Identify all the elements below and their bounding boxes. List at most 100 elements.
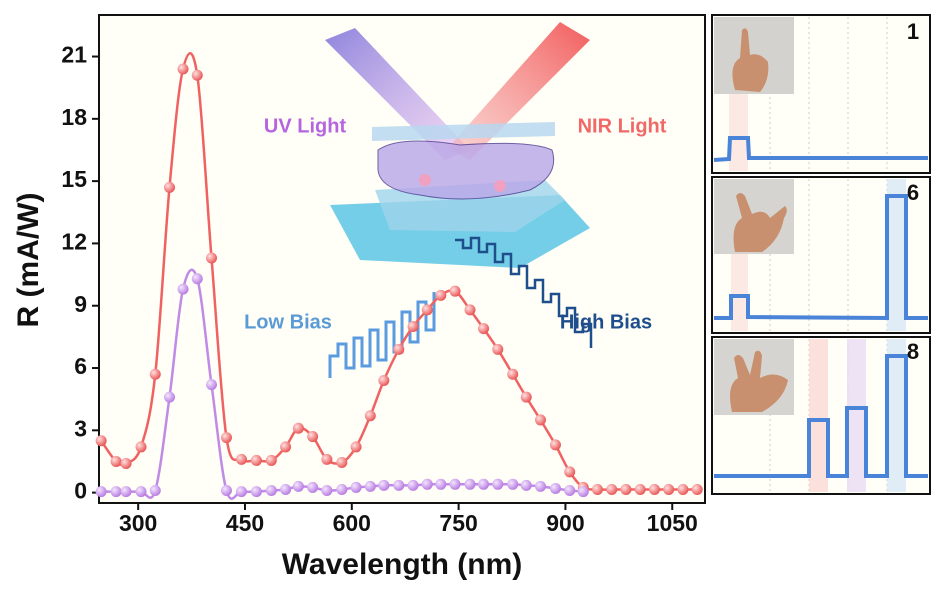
x-tick-label: 600 bbox=[333, 510, 371, 536]
data-point bbox=[478, 478, 490, 490]
data-point bbox=[149, 368, 161, 380]
data-point bbox=[177, 283, 189, 295]
data-point bbox=[206, 379, 218, 391]
y-axis-title: R (mA/W) bbox=[12, 193, 45, 328]
data-point bbox=[307, 431, 319, 443]
data-point bbox=[492, 478, 504, 490]
y-tick-label: 6 bbox=[74, 353, 87, 379]
data-point bbox=[421, 478, 433, 490]
x-tick-label: 450 bbox=[226, 510, 264, 536]
data-point bbox=[421, 304, 433, 316]
device-illustration bbox=[325, 22, 593, 378]
data-point bbox=[520, 391, 532, 403]
data-point bbox=[677, 484, 689, 496]
data-point bbox=[435, 289, 447, 301]
data-point bbox=[564, 466, 576, 478]
y-tick-label: 12 bbox=[61, 229, 87, 255]
data-point bbox=[393, 343, 405, 355]
data-point bbox=[507, 478, 519, 490]
data-point bbox=[350, 441, 362, 453]
x-tick-label: 1050 bbox=[647, 510, 698, 536]
data-point bbox=[250, 486, 262, 498]
data-point bbox=[292, 480, 304, 492]
data-point bbox=[520, 479, 532, 491]
data-point bbox=[95, 435, 107, 447]
data-point bbox=[220, 432, 232, 444]
data-point bbox=[135, 441, 147, 453]
data-point bbox=[235, 486, 247, 498]
panel-label: 1 bbox=[907, 19, 919, 44]
data-point bbox=[350, 481, 362, 493]
data-point bbox=[564, 485, 576, 497]
data-point bbox=[364, 410, 376, 422]
data-point bbox=[449, 285, 461, 297]
data-point bbox=[120, 458, 132, 470]
data-point bbox=[620, 484, 632, 496]
gesture-panels bbox=[711, 14, 931, 495]
data-point bbox=[478, 323, 490, 335]
data-point bbox=[336, 484, 348, 496]
panel-label: 8 bbox=[907, 339, 919, 364]
data-point bbox=[407, 479, 419, 491]
data-point bbox=[407, 320, 419, 332]
data-point bbox=[149, 485, 161, 497]
data-point bbox=[220, 485, 232, 497]
data-point bbox=[378, 479, 390, 491]
y-tick-label: 21 bbox=[61, 42, 87, 68]
data-point bbox=[549, 482, 561, 494]
data-point bbox=[577, 486, 589, 498]
x-tick-label: 900 bbox=[546, 510, 584, 536]
x-tick-label: 300 bbox=[119, 510, 157, 536]
data-point bbox=[535, 414, 547, 426]
panel-label: 6 bbox=[907, 180, 919, 205]
data-point bbox=[464, 304, 476, 316]
data-point bbox=[393, 479, 405, 491]
data-point bbox=[549, 439, 561, 451]
data-point bbox=[663, 484, 675, 496]
data-point bbox=[163, 391, 175, 403]
annotation: Low Bias bbox=[244, 311, 332, 333]
data-point bbox=[336, 457, 348, 469]
data-point bbox=[280, 441, 292, 453]
data-point bbox=[435, 478, 447, 490]
data-point bbox=[464, 478, 476, 490]
x-axis-title: Wavelength (nm) bbox=[282, 548, 523, 581]
x-tick-label: 750 bbox=[439, 510, 477, 536]
y-tick-label: 0 bbox=[74, 478, 87, 504]
data-point bbox=[307, 481, 319, 493]
data-point bbox=[177, 63, 189, 75]
data-point bbox=[135, 486, 147, 498]
data-point bbox=[292, 422, 304, 434]
data-point bbox=[591, 484, 603, 496]
annotation: NIR Light bbox=[578, 115, 667, 137]
data-point bbox=[110, 455, 122, 467]
y-tick-label: 18 bbox=[61, 104, 87, 130]
data-point bbox=[378, 374, 390, 386]
data-point bbox=[321, 485, 333, 497]
data-point bbox=[206, 252, 218, 264]
y-tick-label: 3 bbox=[74, 415, 87, 441]
data-point bbox=[321, 453, 333, 465]
data-point bbox=[535, 480, 547, 492]
data-point bbox=[606, 484, 618, 496]
data-point bbox=[120, 486, 132, 498]
data-point bbox=[691, 484, 703, 496]
data-point bbox=[191, 69, 203, 81]
data-point bbox=[507, 368, 519, 380]
data-point bbox=[265, 485, 277, 497]
data-point bbox=[364, 480, 376, 492]
data-point bbox=[265, 454, 277, 466]
annotation: UV Light bbox=[264, 115, 347, 137]
data-point bbox=[492, 343, 504, 355]
data-point bbox=[191, 273, 203, 285]
data-point bbox=[95, 486, 107, 498]
data-point bbox=[163, 181, 175, 193]
y-tick-label: 15 bbox=[61, 166, 87, 192]
data-point bbox=[235, 453, 247, 465]
data-point bbox=[250, 454, 262, 466]
data-point bbox=[110, 486, 122, 498]
data-point bbox=[280, 484, 292, 496]
data-point bbox=[648, 484, 660, 496]
y-tick-label: 9 bbox=[74, 291, 87, 317]
data-point bbox=[634, 484, 646, 496]
